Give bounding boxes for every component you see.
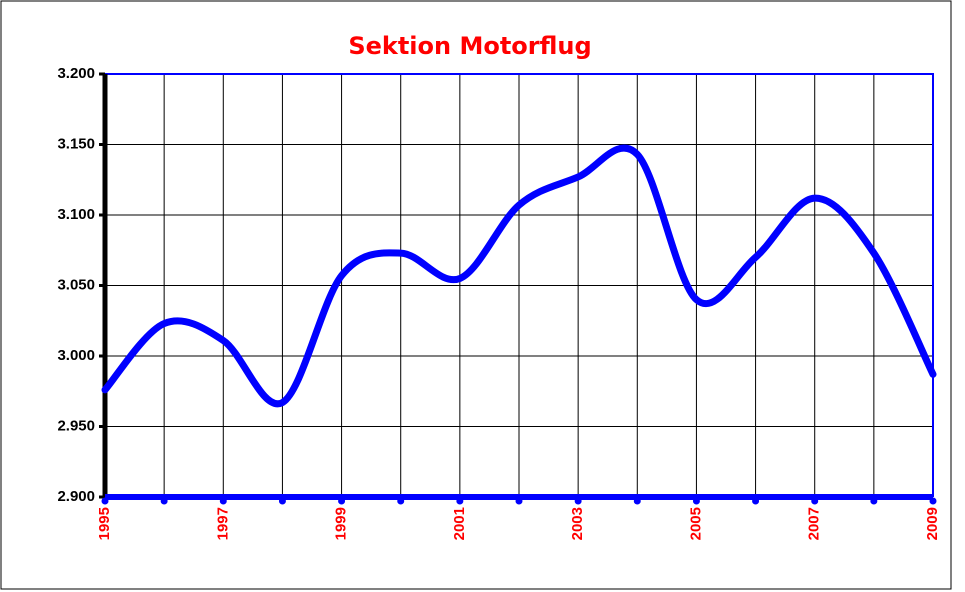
grid <box>99 72 937 505</box>
x-tick <box>219 497 227 505</box>
x-tick <box>752 497 760 505</box>
x-tick-label: 2007 <box>806 507 823 540</box>
x-tick <box>160 497 168 505</box>
x-tick <box>456 497 464 505</box>
x-tick <box>633 497 641 505</box>
x-tick-label: 2001 <box>451 507 468 540</box>
y-tick-label: 3.050 <box>57 276 95 293</box>
line <box>101 144 937 408</box>
y-tick-label: 3.100 <box>57 206 95 223</box>
plot-border <box>105 73 934 497</box>
plot <box>101 144 937 408</box>
x-tick <box>811 497 819 505</box>
x-tick-label: 2003 <box>569 507 586 540</box>
x-tick <box>870 497 878 505</box>
x-tick <box>338 497 346 505</box>
chart-title: Sektion Motorflug <box>348 32 591 60</box>
y-tick-label: 3.200 <box>57 65 95 82</box>
y-tick-label: 3.000 <box>57 347 95 364</box>
y-tick-label: 2.900 <box>57 488 95 505</box>
x-tick-label: 2009 <box>924 507 941 540</box>
y-tick-label: 2.950 <box>57 417 95 434</box>
x-tick <box>929 497 937 505</box>
x-tick <box>397 497 405 505</box>
x-tick <box>692 497 700 505</box>
x-tick <box>278 497 286 505</box>
x-tick <box>515 497 523 505</box>
x-tick-label: 2005 <box>687 507 704 540</box>
x-tick <box>101 497 109 505</box>
x-tick-label: 1997 <box>214 507 231 540</box>
x-tick-label: 1995 <box>96 507 113 540</box>
x-tick-label: 1999 <box>333 507 350 540</box>
y-tick-label: 3.150 <box>57 135 95 152</box>
x-tick <box>574 497 582 505</box>
